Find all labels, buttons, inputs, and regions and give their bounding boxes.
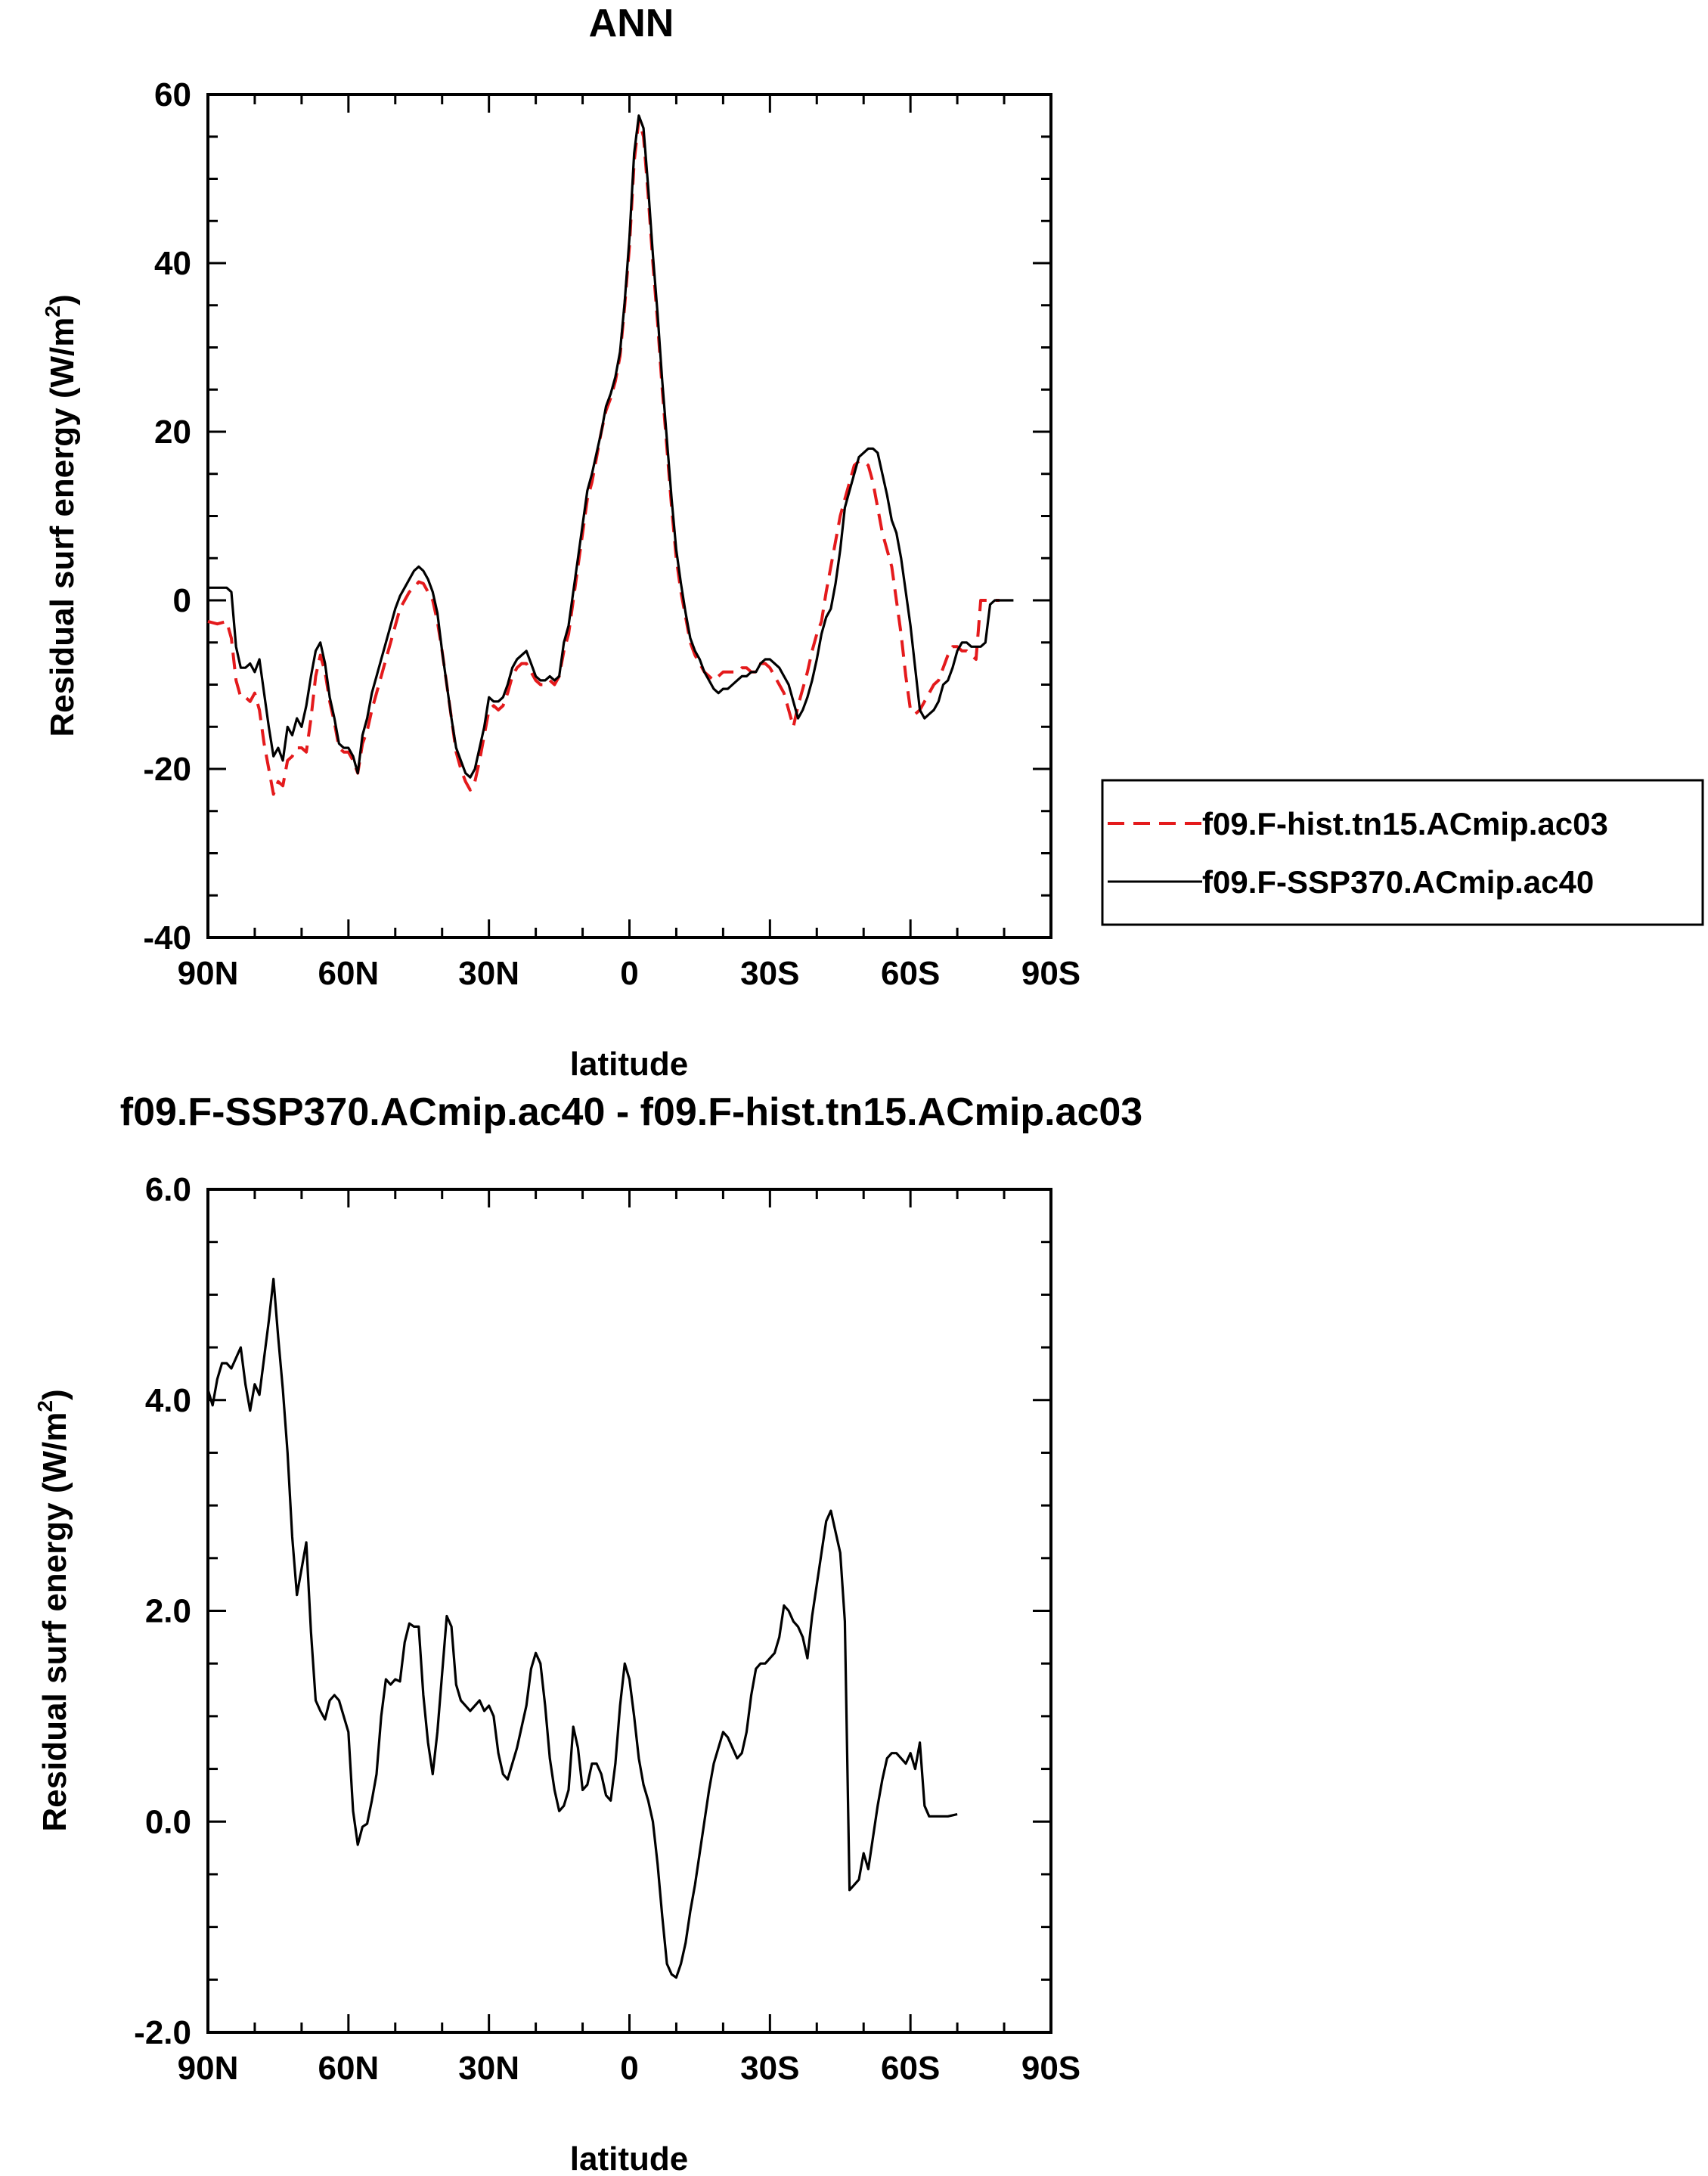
bottom-x-axis-title: latitude — [570, 2140, 688, 2176]
bottom-y-tick-label: 2.0 — [145, 1593, 191, 1630]
top-x-tick-label: 60N — [318, 955, 379, 992]
bottom-x-tick-label: 0 — [620, 2050, 638, 2087]
bottom-x-tick-label: 30S — [740, 2050, 799, 2087]
top-x-tick-label: 30N — [458, 955, 519, 992]
top-x-tick-label: 60S — [881, 955, 940, 992]
bottom-y-tick-label: 6.0 — [145, 1171, 191, 1208]
top-x-tick-label: 0 — [620, 955, 638, 992]
legend: f09.F-hist.tn15.ACmip.ac03 f09.F-SSP370.… — [1101, 779, 1704, 926]
top-x-tick-label: 90S — [1021, 955, 1080, 992]
bottom-panel: f09.F-SSP370.ACmip.ac40 - f09.F-hist.tn1… — [33, 1090, 1142, 2176]
bottom-x-tick-label: 90S — [1021, 2050, 1080, 2087]
bottom-y-tick-label: 0.0 — [145, 1803, 191, 1840]
top-x-axis-title: latitude — [570, 1046, 688, 1083]
legend-box — [1101, 779, 1704, 926]
top-y-axis-title-superscript: 2 — [41, 305, 64, 318]
top-y-tick-label: -20 — [143, 751, 191, 788]
bottom-y-axis-title: Residual surf energy (W/m2) — [33, 1389, 73, 1831]
top-y-tick-label: -40 — [143, 919, 191, 956]
top-series-line-1 — [207, 118, 1000, 796]
bottom-plot-title: f09.F-SSP370.ACmip.ac40 - f09.F-hist.tn1… — [120, 1090, 1142, 1134]
top-series-lines — [207, 114, 1014, 796]
top-y-axis-title: Residual surf energy (W/m2) — [41, 294, 81, 736]
top-y-tick-label: 20 — [154, 414, 191, 451]
top-y-tick-label: 40 — [154, 245, 191, 282]
legend-label-hist: f09.F-hist.tn15.ACmip.ac03 — [1202, 806, 1608, 842]
top-x-tick-label: 90N — [178, 955, 239, 992]
bottom-y-axis-title-close: ) — [36, 1389, 73, 1400]
bottom-y-tick-label: -2.0 — [134, 2014, 191, 2051]
top-y-tick-label: 0 — [173, 582, 191, 619]
bottom-x-tick-label: 60N — [318, 2050, 379, 2087]
bottom-series-lines — [206, 1277, 958, 1979]
bottom-plot-frame — [206, 1188, 1052, 2034]
bottom-series-line-1 — [206, 1277, 958, 1979]
top-y-tick-label: 60 — [154, 76, 191, 113]
bottom-axis-ticks: 90N 60N 30N 0 30S 60S 90S -2.0 0.0 2.0 4.0 6.0 — [134, 1171, 1080, 2087]
top-x-tick-label: 30S — [740, 955, 799, 992]
bottom-y-axis-title-main: Residual surf energy (W/m — [36, 1412, 73, 1832]
bottom-x-tick-label: 90N — [178, 2050, 239, 2087]
top-panel: ANN 90N 60N 30N 0 30S 60S 90S -40 -20 0 20 40 60 lat… — [41, 2, 1704, 1083]
bottom-y-axis-title-superscript: 2 — [33, 1400, 57, 1412]
top-series-line-2 — [208, 114, 1014, 779]
legend-label-ssp370: f09.F-SSP370.ACmip.ac40 — [1202, 864, 1594, 900]
top-plot-title: ANN — [589, 2, 674, 45]
bottom-y-tick-label: 4.0 — [145, 1382, 191, 1419]
top-y-axis-title-close: ) — [44, 294, 81, 305]
top-axis-ticks: 90N 60N 30N 0 30S 60S 90S -40 -20 0 20 40 60 — [143, 76, 1080, 992]
bottom-x-tick-label: 60S — [881, 2050, 940, 2087]
top-y-axis-title-main: Residual surf energy (W/m — [44, 318, 81, 737]
bottom-x-tick-label: 30N — [458, 2050, 519, 2087]
